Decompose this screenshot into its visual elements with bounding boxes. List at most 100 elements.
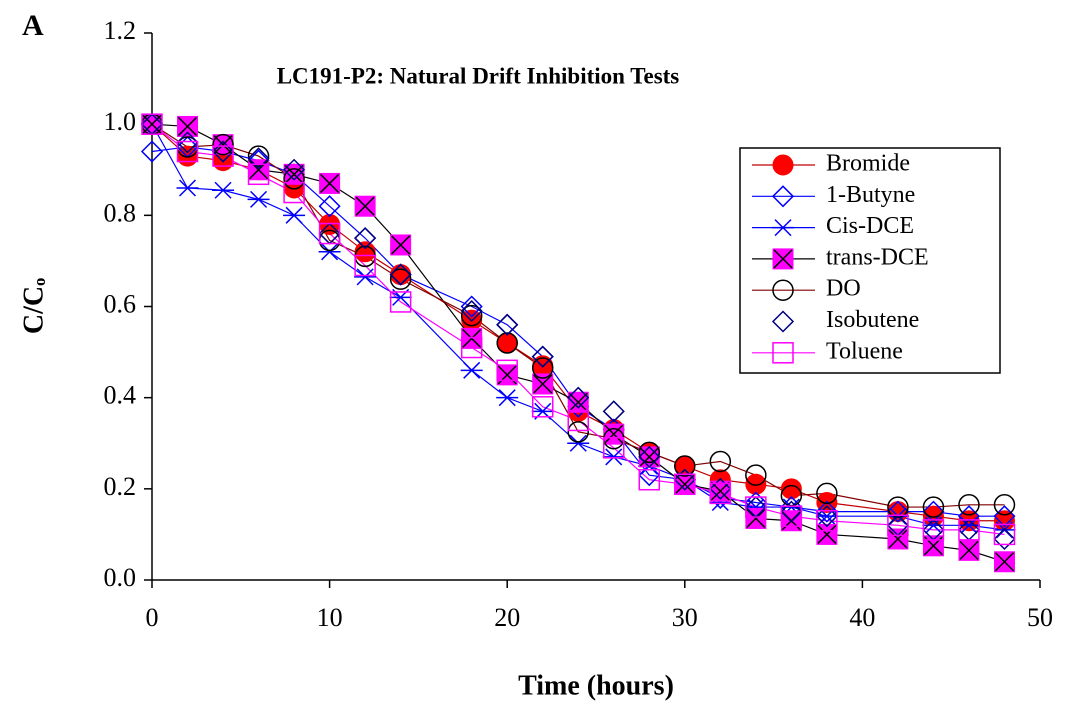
x-tick-label: 10 bbox=[317, 603, 343, 632]
marker-shape bbox=[141, 113, 163, 135]
marker bbox=[772, 342, 794, 364]
marker bbox=[958, 539, 980, 561]
marker-shape bbox=[993, 494, 1016, 516]
marker bbox=[354, 195, 376, 217]
marker-shape bbox=[212, 145, 234, 167]
marker bbox=[887, 496, 909, 518]
marker-shape bbox=[780, 500, 803, 523]
marker bbox=[567, 409, 589, 432]
marker-shape bbox=[815, 505, 838, 528]
marker-shape bbox=[390, 264, 412, 286]
marker bbox=[354, 241, 376, 263]
y-axis-label: C/Cₒ bbox=[18, 278, 49, 334]
marker bbox=[771, 185, 795, 208]
marker bbox=[247, 190, 270, 208]
marker bbox=[602, 448, 625, 466]
marker-shape bbox=[638, 441, 661, 464]
marker bbox=[958, 519, 980, 541]
marker bbox=[140, 140, 164, 163]
marker bbox=[674, 473, 696, 496]
marker-shape bbox=[780, 505, 803, 527]
marker bbox=[567, 391, 589, 413]
marker bbox=[496, 332, 518, 354]
marker bbox=[709, 477, 732, 500]
marker bbox=[389, 268, 412, 290]
marker bbox=[390, 264, 412, 286]
marker bbox=[745, 464, 767, 486]
marker-shape bbox=[318, 243, 341, 261]
y-tick-label: 0.0 bbox=[104, 563, 137, 592]
marker-shape bbox=[355, 196, 375, 216]
marker bbox=[389, 291, 412, 313]
marker-shape bbox=[176, 179, 199, 197]
marker bbox=[602, 400, 625, 423]
marker bbox=[211, 140, 235, 163]
marker-shape bbox=[496, 389, 519, 407]
marker bbox=[567, 434, 590, 452]
marker bbox=[212, 181, 235, 199]
panel-label: A bbox=[22, 9, 44, 42]
x-tick-label: 40 bbox=[849, 603, 875, 632]
marker bbox=[922, 519, 945, 541]
marker bbox=[772, 248, 794, 270]
marker-shape bbox=[283, 168, 305, 190]
marker-shape bbox=[389, 263, 412, 286]
marker-shape bbox=[922, 519, 945, 541]
marker bbox=[531, 396, 554, 418]
marker-shape bbox=[993, 523, 1016, 546]
marker-shape bbox=[780, 478, 802, 500]
marker-shape bbox=[709, 477, 732, 500]
x-tick-label: 0 bbox=[146, 603, 159, 632]
marker-shape bbox=[888, 529, 908, 549]
marker bbox=[354, 254, 376, 277]
marker bbox=[780, 478, 802, 500]
marker-shape bbox=[887, 501, 909, 523]
marker bbox=[673, 468, 696, 491]
marker-shape bbox=[460, 295, 483, 318]
y-tick-label: 0.8 bbox=[104, 198, 137, 227]
marker-shape bbox=[567, 421, 589, 443]
marker bbox=[496, 364, 518, 386]
marker-shape bbox=[567, 434, 590, 452]
marker-shape bbox=[533, 374, 553, 394]
marker bbox=[318, 195, 341, 218]
marker bbox=[212, 133, 234, 156]
marker bbox=[638, 468, 661, 491]
x-tick-label: 30 bbox=[672, 603, 698, 632]
marker bbox=[247, 145, 270, 167]
marker bbox=[603, 423, 625, 445]
y-tick-label: 0.4 bbox=[104, 381, 137, 410]
marker-shape bbox=[602, 448, 625, 466]
marker-shape bbox=[283, 181, 305, 204]
marker-shape bbox=[320, 173, 340, 193]
marker bbox=[772, 219, 794, 237]
marker-shape bbox=[709, 482, 732, 505]
marker bbox=[772, 154, 794, 176]
marker-shape bbox=[389, 291, 412, 313]
legend-label: 1-Butyne bbox=[826, 182, 915, 208]
series-line bbox=[151, 123, 1005, 508]
marker bbox=[460, 304, 483, 327]
marker bbox=[531, 345, 554, 368]
marker-shape bbox=[496, 313, 519, 336]
marker-shape bbox=[568, 392, 588, 412]
marker bbox=[319, 172, 341, 194]
marker-shape bbox=[496, 359, 518, 382]
marker-shape bbox=[815, 500, 838, 523]
marker bbox=[993, 527, 1016, 551]
marker bbox=[887, 528, 909, 550]
marker bbox=[638, 446, 660, 468]
marker bbox=[638, 445, 661, 468]
marker bbox=[887, 501, 909, 523]
x-tick-label: 50 bbox=[1027, 603, 1053, 632]
marker-shape bbox=[772, 279, 794, 301]
marker-shape bbox=[460, 304, 483, 327]
marker bbox=[816, 509, 838, 532]
marker bbox=[922, 500, 945, 523]
marker bbox=[283, 206, 306, 224]
legend-label: Isobutene bbox=[826, 307, 919, 333]
legend-label: Bromide bbox=[826, 151, 910, 177]
marker-shape bbox=[284, 164, 304, 184]
marker bbox=[745, 496, 767, 518]
y-tick-label: 0.2 bbox=[104, 472, 137, 501]
